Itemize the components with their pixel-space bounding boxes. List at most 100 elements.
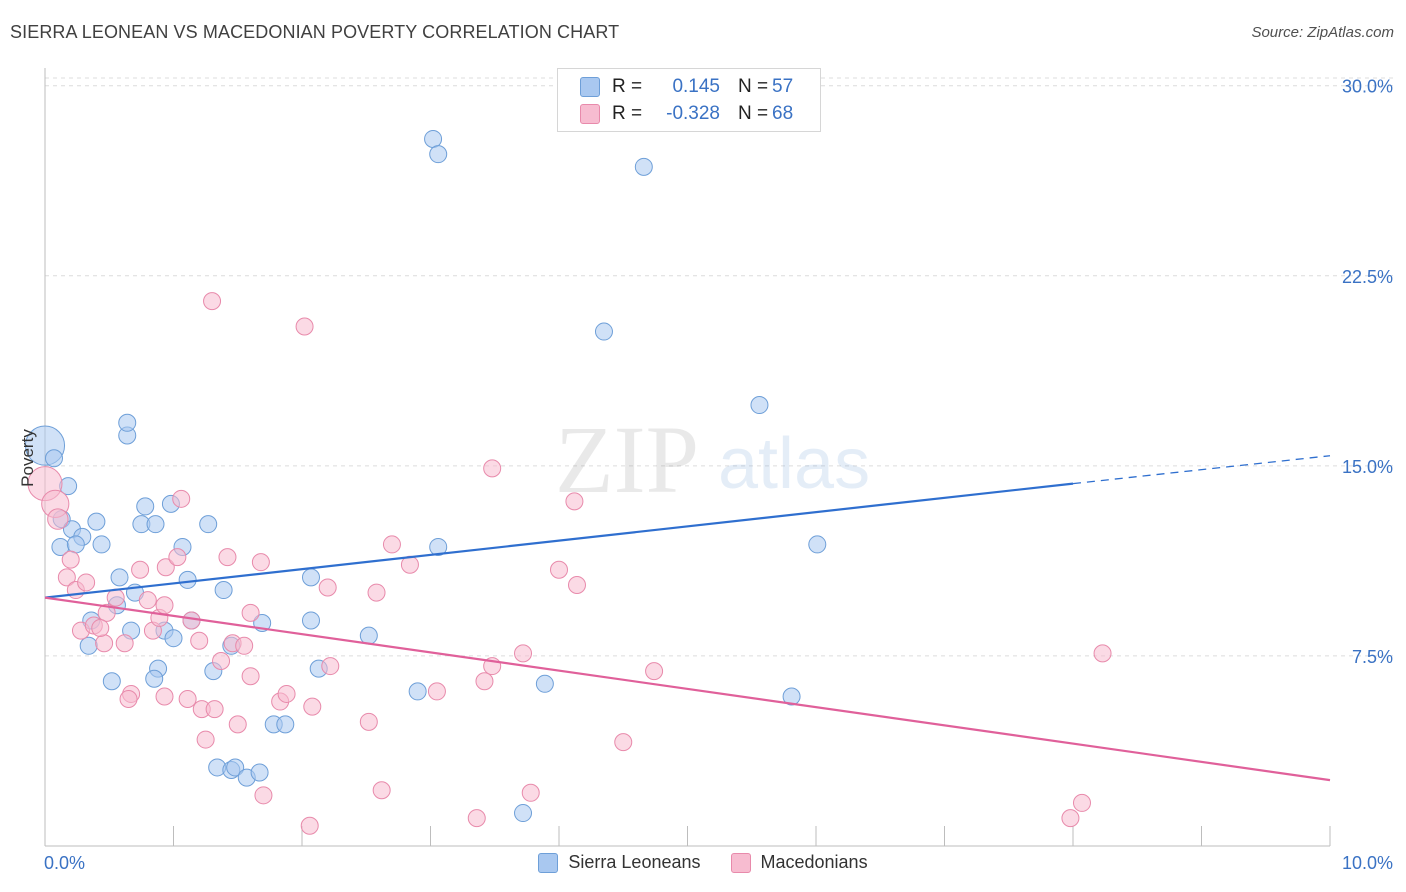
legend-item-macedonians[interactable]: Macedonians <box>730 852 868 873</box>
point-macedonian <box>241 603 260 622</box>
point-macedonian <box>57 568 76 587</box>
point-sierra-leonean <box>66 535 85 554</box>
legend-row-macedonians: R = -0.328 N = 68 <box>580 101 793 127</box>
data-points <box>24 129 1112 835</box>
point-sierra-leonean <box>136 497 155 516</box>
watermark: ZIP atlas <box>555 406 870 513</box>
point-sierra-leonean <box>44 449 63 468</box>
legend-swatch-blue <box>580 77 600 97</box>
point-macedonian <box>367 583 386 602</box>
point-sierra-leonean <box>808 535 827 554</box>
legend-r-value: 0.145 <box>672 76 720 97</box>
y-tick-label: 7.5% <box>1352 647 1393 667</box>
point-sierra-leonean <box>424 129 443 148</box>
point-macedonian <box>567 575 586 594</box>
point-macedonian <box>1093 644 1112 663</box>
legend-r-label: R = <box>612 103 643 124</box>
point-macedonian <box>77 573 96 592</box>
point-macedonian <box>138 591 157 610</box>
point-macedonian <box>303 697 322 716</box>
point-macedonian <box>318 578 337 597</box>
point-macedonian <box>203 292 222 311</box>
point-macedonian <box>205 700 224 719</box>
point-sierra-leonean <box>429 145 448 164</box>
point-macedonian <box>427 682 446 701</box>
point-sierra-leonean <box>276 715 295 734</box>
point-macedonian <box>1072 793 1091 812</box>
stats-legend: R = 0.145 N = 57 R = -0.328 N = 68 <box>557 68 821 132</box>
point-macedonian <box>119 690 138 709</box>
source-label: Source: ZipAtlas.com <box>1251 24 1394 41</box>
x-tick-label-max: 10.0% <box>1342 853 1393 873</box>
x-tick-label-min: 0.0% <box>44 853 85 873</box>
point-sierra-leonean <box>79 636 98 655</box>
trend-line-macedonians <box>44 596 1331 782</box>
point-sierra-leonean <box>535 674 554 693</box>
point-sierra-leonean <box>118 413 137 432</box>
point-macedonian <box>178 690 197 709</box>
point-macedonian <box>182 611 201 630</box>
legend-r-label: R = <box>612 76 643 97</box>
point-macedonian <box>131 560 150 579</box>
point-macedonian <box>212 652 231 671</box>
point-macedonian <box>235 636 254 655</box>
point-sierra-leonean <box>750 396 769 415</box>
trend-line-sierra-leoneans <box>44 482 1074 599</box>
legend-n-label: N = <box>738 76 769 97</box>
y-tick-label: 15.0% <box>1342 457 1393 477</box>
point-sierra-leonean <box>429 537 448 556</box>
axis-labels: 7.5% 15.0% 22.5% 30.0% 0.0% 10.0% <box>44 77 1393 873</box>
point-sierra-leonean <box>178 570 197 589</box>
point-macedonian <box>251 553 270 572</box>
legend-swatch-pink <box>730 852 751 873</box>
point-sierra-leonean <box>145 669 164 688</box>
y-tick-label: 30.0% <box>1342 77 1393 97</box>
legend-n-label: N = <box>738 103 769 124</box>
point-sierra-leonean <box>226 758 245 777</box>
point-macedonian <box>168 548 187 567</box>
point-sierra-leonean <box>250 763 269 782</box>
series-legend: Sierra Leoneans Macedonians <box>0 852 1406 873</box>
point-macedonian <box>95 634 114 653</box>
point-macedonian <box>106 588 125 607</box>
point-sierra-leonean <box>146 515 165 534</box>
point-macedonian <box>172 489 191 508</box>
point-macedonian <box>300 816 319 835</box>
legend-item-sierra-leoneans[interactable]: Sierra Leoneans <box>538 852 701 873</box>
point-macedonian <box>1061 809 1080 828</box>
point-macedonian <box>115 634 134 653</box>
y-axis-label: Poverty <box>18 429 37 487</box>
point-sierra-leonean <box>301 611 320 630</box>
point-macedonian <box>254 786 273 805</box>
legend-swatch-pink <box>580 104 600 124</box>
point-macedonian <box>295 317 314 336</box>
point-macedonian <box>155 687 174 706</box>
point-macedonian <box>614 733 633 752</box>
point-sierra-leonean <box>102 672 121 691</box>
point-macedonian <box>61 550 80 569</box>
point-macedonian <box>514 644 533 663</box>
point-sierra-leonean <box>634 157 653 176</box>
chart-title: SIERRA LEONEAN VS MACEDONIAN POVERTY COR… <box>10 22 620 42</box>
point-sierra-leonean <box>164 629 183 648</box>
point-macedonian <box>47 508 69 530</box>
point-macedonian <box>196 730 215 749</box>
point-macedonian <box>155 596 174 615</box>
point-macedonian <box>483 459 502 478</box>
point-macedonian <box>645 662 664 681</box>
point-sierra-leonean <box>87 512 106 531</box>
point-sierra-leonean <box>359 626 378 645</box>
point-sierra-leonean <box>782 687 801 706</box>
legend-swatch-blue <box>538 852 559 873</box>
point-sierra-leonean <box>301 568 320 587</box>
trend-lines <box>44 455 1331 782</box>
point-macedonian <box>372 781 391 800</box>
point-macedonian <box>521 783 540 802</box>
point-macedonian <box>382 535 401 554</box>
legend-n-value: 57 <box>772 76 794 97</box>
legend-n-value: 68 <box>772 103 794 124</box>
point-macedonian <box>359 712 378 731</box>
watermark-atlas: atlas <box>718 424 870 504</box>
legend-label: Macedonians <box>760 852 868 872</box>
